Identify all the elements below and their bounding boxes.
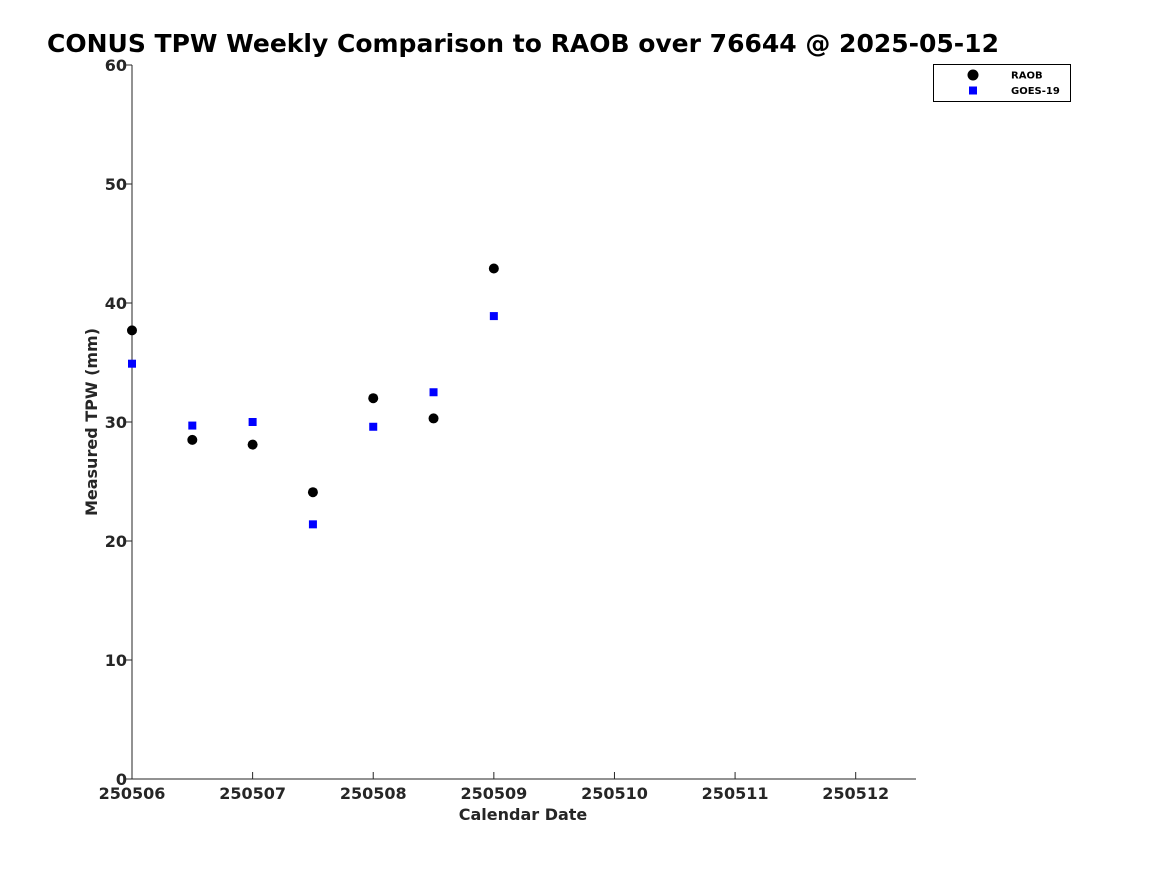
y-tick-label: 50	[105, 175, 127, 194]
y-axis-label: Measured TPW (mm)	[82, 328, 101, 516]
point-goes-19	[188, 421, 197, 430]
x-tick-label: 250510	[581, 784, 648, 803]
legend-label-goes19: GOES-19	[1011, 86, 1060, 97]
point-raob	[488, 263, 499, 274]
x-tick-label: 250509	[460, 784, 527, 803]
point-goes-19	[489, 312, 498, 321]
chart-title: CONUS TPW Weekly Comparison to RAOB over…	[47, 29, 999, 58]
x-tick-label: 250511	[702, 784, 769, 803]
point-raob	[127, 325, 137, 336]
y-tick-label: 0	[116, 770, 127, 789]
x-axis-label: Calendar Date	[459, 805, 588, 824]
data-points	[127, 263, 499, 529]
point-goes-19	[128, 359, 136, 368]
y-tick-label: 30	[105, 413, 127, 432]
y-tick-label: 20	[105, 532, 127, 551]
y-tick-label: 40	[105, 294, 127, 313]
y-tick-label: 60	[105, 56, 127, 75]
y-ticks: 0 10 20 30 40 50 60	[105, 56, 132, 789]
point-goes-19	[248, 418, 257, 426]
legend-marker-goes19	[969, 86, 977, 95]
legend-box	[933, 64, 1071, 102]
point-raob	[428, 413, 439, 424]
point-raob	[187, 434, 198, 445]
point-goes-19	[369, 422, 378, 431]
legend: RAOB GOES-19	[933, 64, 1071, 102]
point-raob	[247, 439, 258, 450]
x-tick-label: 250506	[99, 784, 166, 803]
x-ticks: 250506 250507 250508 250509 250510 250511 2505…	[99, 772, 889, 803]
point-raob	[307, 487, 318, 498]
legend-label-raob: RAOB	[1011, 71, 1043, 82]
point-goes-19	[429, 388, 438, 397]
x-tick-label: 250507	[219, 784, 286, 803]
x-tick-label: 250512	[822, 784, 889, 803]
y-tick-label: 10	[105, 651, 127, 670]
x-tick-label: 250508	[340, 784, 407, 803]
legend-marker-raob	[967, 69, 979, 81]
point-goes-19	[308, 520, 317, 529]
point-raob	[368, 393, 379, 404]
